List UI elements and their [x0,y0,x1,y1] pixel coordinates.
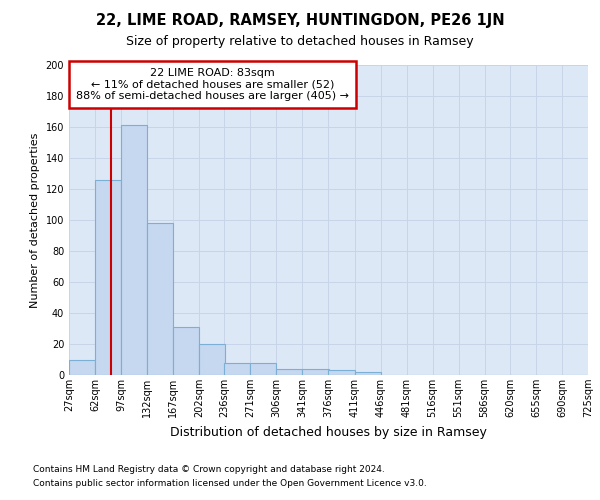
X-axis label: Distribution of detached houses by size in Ramsey: Distribution of detached houses by size … [170,426,487,438]
Bar [69,360,95,375]
Bar [224,362,250,375]
Bar [173,327,199,375]
Bar [302,369,329,375]
Text: Size of property relative to detached houses in Ramsey: Size of property relative to detached ho… [126,35,474,48]
Bar [355,372,380,375]
Y-axis label: Number of detached properties: Number of detached properties [30,132,40,308]
Bar [121,126,147,375]
Bar [199,344,225,375]
Text: Contains public sector information licensed under the Open Government Licence v3: Contains public sector information licen… [33,478,427,488]
Text: 22, LIME ROAD, RAMSEY, HUNTINGDON, PE26 1JN: 22, LIME ROAD, RAMSEY, HUNTINGDON, PE26 … [95,12,505,28]
Bar [277,369,302,375]
Bar [95,180,121,375]
Bar [147,223,173,375]
Bar [250,362,277,375]
Text: Contains HM Land Registry data © Crown copyright and database right 2024.: Contains HM Land Registry data © Crown c… [33,465,385,474]
Bar [329,370,355,375]
Text: 22 LIME ROAD: 83sqm
← 11% of detached houses are smaller (52)
88% of semi-detach: 22 LIME ROAD: 83sqm ← 11% of detached ho… [76,68,349,102]
